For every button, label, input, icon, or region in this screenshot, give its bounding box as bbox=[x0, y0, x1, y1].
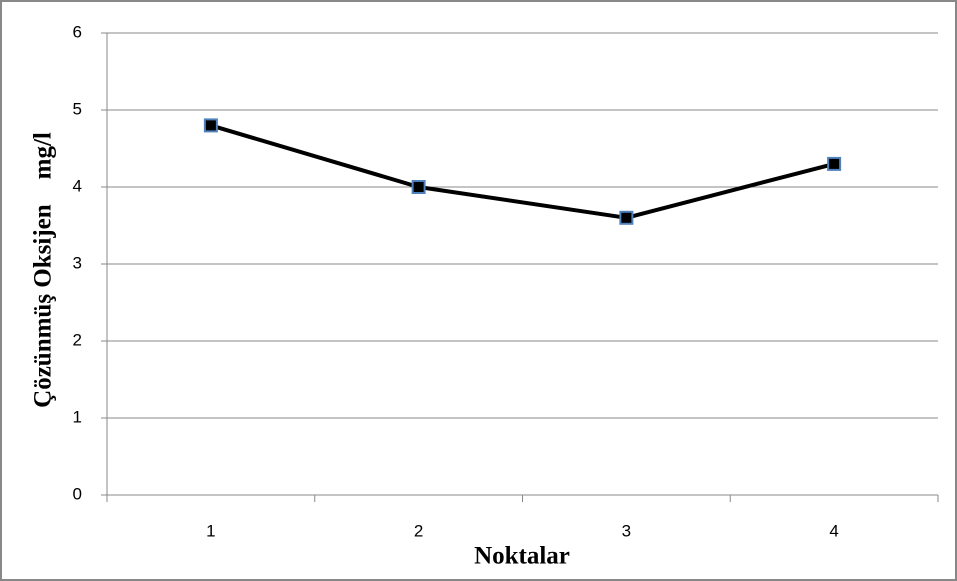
y-tick-label: 6 bbox=[73, 22, 82, 41]
y-tick-label: 4 bbox=[73, 176, 82, 195]
y-tick-label: 0 bbox=[73, 484, 82, 503]
x-tick-label: 3 bbox=[622, 521, 631, 540]
y-tick-label: 1 bbox=[73, 407, 82, 426]
marker bbox=[827, 156, 842, 171]
marker bbox=[411, 180, 426, 194]
series-line bbox=[210, 123, 835, 220]
y-tick-label: 3 bbox=[73, 253, 82, 272]
y-axis-title: Çözünmüş Oksijen mg/l bbox=[30, 132, 57, 408]
marker bbox=[619, 210, 634, 225]
y-tick-label: 2 bbox=[73, 330, 82, 349]
marker bbox=[203, 118, 218, 133]
x-tick-label: 1 bbox=[206, 521, 215, 540]
x-tick-label: 2 bbox=[414, 521, 423, 540]
x-tick-label: 4 bbox=[829, 521, 838, 540]
x-axis-title: Noktalar bbox=[474, 543, 570, 570]
y-tick-label: 5 bbox=[73, 99, 82, 118]
